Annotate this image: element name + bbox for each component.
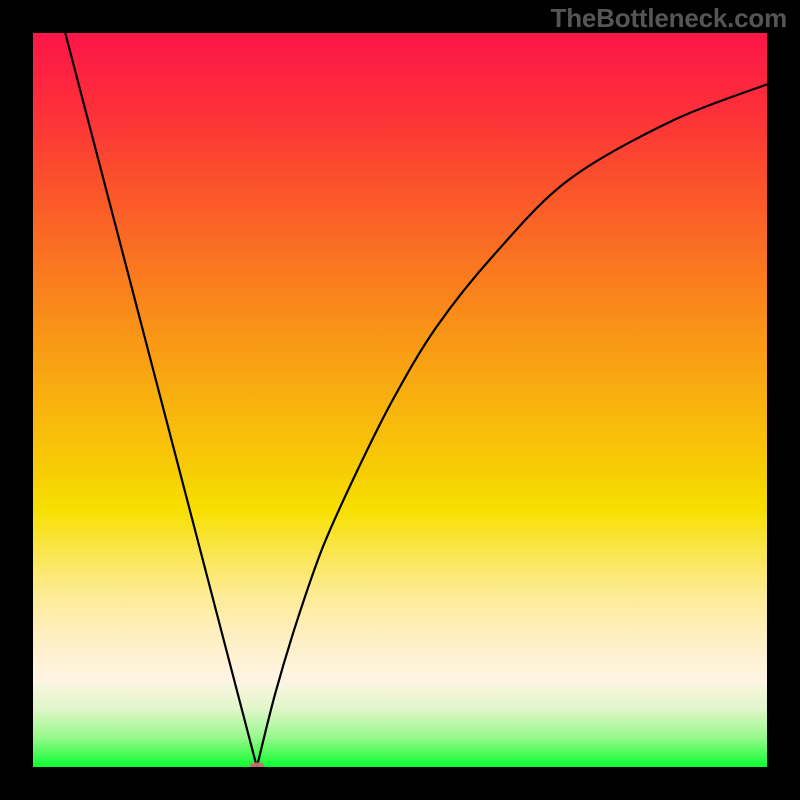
chart-frame [0,0,800,800]
watermark-text: TheBottleneck.com [551,3,787,34]
chart-svg [33,33,767,767]
gradient-background [33,33,767,767]
vertex-marker [249,763,264,768]
